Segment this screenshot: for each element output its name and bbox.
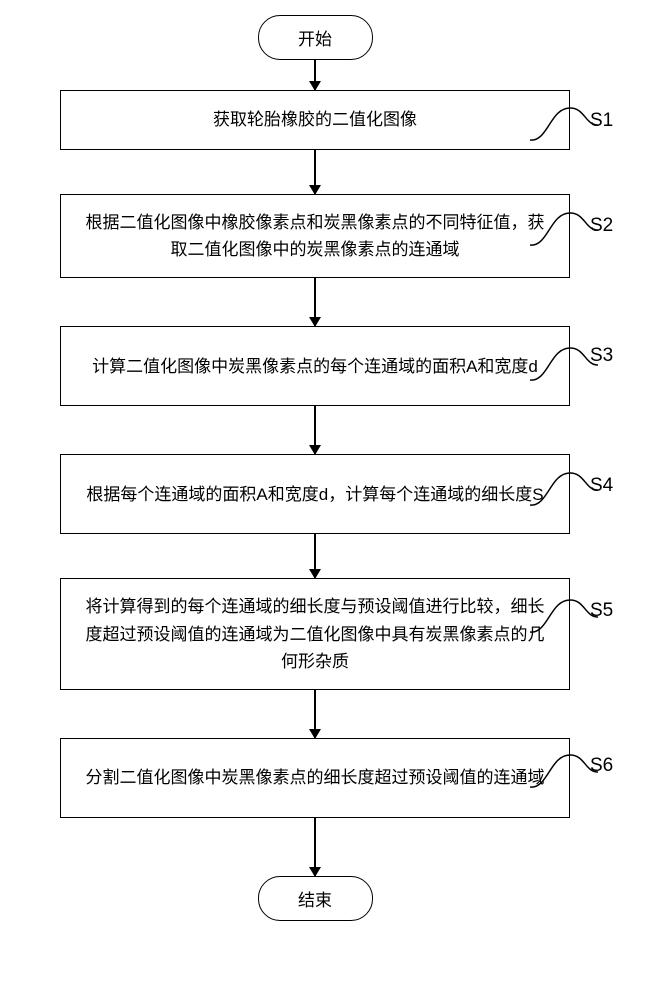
step-label-s2: S2 bbox=[590, 215, 613, 237]
step-label-s3: S3 bbox=[590, 345, 613, 367]
step-label-s5: S5 bbox=[590, 600, 613, 622]
arrow bbox=[314, 278, 316, 326]
arrow bbox=[314, 60, 316, 90]
terminal-end-text: 结束 bbox=[298, 886, 332, 911]
arrow bbox=[314, 690, 316, 738]
step-text: 根据二值化图像中橡胶像素点和炭黑像素点的不同特征值，获取二值化图像中的炭黑像素点… bbox=[83, 209, 547, 263]
terminal-start: 开始 bbox=[258, 15, 373, 60]
arrow bbox=[314, 150, 316, 194]
step-text: 根据每个连通域的面积A和宽度d，计算每个连通域的细长度S bbox=[86, 481, 543, 508]
step-text: 分割二值化图像中炭黑像素点的细长度超过预设阈值的连通域 bbox=[86, 764, 545, 791]
arrow bbox=[314, 818, 316, 876]
terminal-start-text: 开始 bbox=[298, 25, 332, 50]
arrow bbox=[314, 534, 316, 578]
step-label-s4: S4 bbox=[590, 475, 613, 497]
step-box-s6: 分割二值化图像中炭黑像素点的细长度超过预设阈值的连通域 bbox=[60, 738, 570, 818]
step-box-s5: 将计算得到的每个连通域的细长度与预设阈值进行比较，细长度超过预设阈值的连通域为二… bbox=[60, 578, 570, 690]
step-box-s1: 获取轮胎橡胶的二值化图像 bbox=[60, 90, 570, 150]
step-text: 获取轮胎橡胶的二值化图像 bbox=[213, 106, 417, 133]
step-box-s3: 计算二值化图像中炭黑像素点的每个连通域的面积A和宽度d bbox=[60, 326, 570, 406]
terminal-end: 结束 bbox=[258, 876, 373, 921]
step-text: 将计算得到的每个连通域的细长度与预设阈值进行比较，细长度超过预设阈值的连通域为二… bbox=[83, 593, 547, 675]
flowchart: 开始 获取轮胎橡胶的二值化图像 根据二值化图像中橡胶像素点和炭黑像素点的不同特征… bbox=[35, 15, 595, 921]
step-box-s4: 根据每个连通域的面积A和宽度d，计算每个连通域的细长度S bbox=[60, 454, 570, 534]
arrow bbox=[314, 406, 316, 454]
step-label-s6: S6 bbox=[590, 755, 613, 777]
step-box-s2: 根据二值化图像中橡胶像素点和炭黑像素点的不同特征值，获取二值化图像中的炭黑像素点… bbox=[60, 194, 570, 278]
step-text: 计算二值化图像中炭黑像素点的每个连通域的面积A和宽度d bbox=[92, 353, 538, 380]
step-label-s1: S1 bbox=[590, 110, 613, 132]
